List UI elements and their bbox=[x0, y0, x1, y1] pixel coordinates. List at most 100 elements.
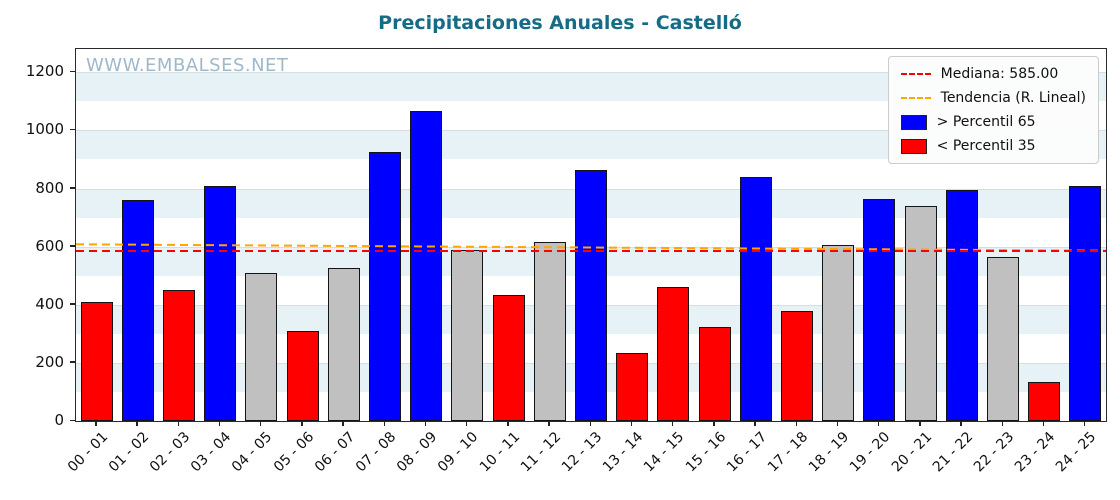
x-tick-label: 05 - 06 bbox=[270, 429, 317, 476]
bar-12-13 bbox=[574, 169, 608, 421]
reference-lines bbox=[76, 243, 1106, 252]
x-tick-mark bbox=[836, 421, 839, 426]
bar-06-07 bbox=[327, 268, 360, 421]
legend: Mediana: 585.00 Tendencia (R. Lineal) > Pe… bbox=[887, 56, 1099, 164]
x-tick-label: 13 - 14 bbox=[600, 429, 647, 476]
x-tick-mark bbox=[465, 421, 468, 426]
legend-line-swatch bbox=[900, 97, 931, 99]
x-tick-mark bbox=[589, 421, 591, 426]
y-tick-mark bbox=[70, 128, 75, 131]
bar-22-23 bbox=[986, 256, 1020, 421]
x-tick-mark bbox=[671, 421, 674, 426]
legend-item-3: < Percentil 35 bbox=[900, 138, 1086, 154]
x-tick-label: 09 - 10 bbox=[435, 429, 482, 476]
y-tick-label: 0 bbox=[54, 411, 64, 429]
x-tick-mark bbox=[754, 421, 756, 426]
x-tick-label: 07 - 08 bbox=[352, 429, 400, 476]
legend-label: > Percentil 65 bbox=[936, 114, 1036, 130]
y-tick-label: 400 bbox=[35, 294, 64, 313]
y-tick-mark bbox=[70, 70, 75, 73]
x-tick-mark bbox=[795, 421, 797, 426]
x-tick-label: 00 - 01 bbox=[64, 429, 111, 476]
y-tick-label: 200 bbox=[35, 352, 64, 371]
y-tick-label: 1200 bbox=[25, 62, 64, 81]
x-tick-mark bbox=[218, 421, 221, 426]
x-tick-label: 18 - 19 bbox=[806, 429, 853, 476]
y-tick-label: 1000 bbox=[25, 120, 64, 139]
legend-item-0: Mediana: 585.00 bbox=[900, 66, 1086, 82]
bar-14-15 bbox=[657, 287, 690, 421]
gridline bbox=[76, 72, 1106, 74]
x-tick-label: 03 - 04 bbox=[188, 429, 235, 476]
x-tick-mark bbox=[95, 421, 97, 426]
y-tick-label: 800 bbox=[35, 178, 64, 197]
x-tick-mark bbox=[960, 421, 962, 426]
x-tick-mark bbox=[548, 421, 550, 426]
x-tick-label: 23 - 24 bbox=[1012, 429, 1059, 476]
bar-15-16 bbox=[698, 326, 731, 421]
x-tick-mark bbox=[1042, 421, 1045, 426]
x-tick-label: 01 - 02 bbox=[105, 429, 153, 476]
x-tick-label: 20 - 21 bbox=[888, 429, 935, 476]
bar-21-22 bbox=[945, 189, 978, 421]
x-tick-label: 24 - 25 bbox=[1053, 429, 1100, 476]
x-tick-label: 19 - 20 bbox=[847, 429, 894, 476]
watermark: WWW.EMBALSES.NET bbox=[86, 55, 289, 76]
bar-09-10 bbox=[451, 249, 484, 421]
legend-label: < Percentil 35 bbox=[936, 138, 1036, 154]
legend-line-swatch bbox=[900, 73, 931, 75]
x-tick-mark bbox=[177, 421, 179, 426]
legend-patch-swatch bbox=[900, 114, 927, 130]
x-tick-mark bbox=[259, 421, 262, 426]
bar-05-06 bbox=[286, 330, 319, 421]
bar-00-01 bbox=[80, 301, 113, 421]
x-tick-label: 14 - 15 bbox=[641, 429, 688, 476]
x-tick-label: 16 - 17 bbox=[723, 429, 771, 476]
bar-01-02 bbox=[121, 200, 154, 421]
y-tick-mark bbox=[70, 361, 75, 363]
bar-13-14 bbox=[616, 352, 649, 421]
bar-17-18 bbox=[780, 310, 814, 421]
x-tick-mark bbox=[507, 421, 509, 426]
bar-07-08 bbox=[368, 152, 402, 421]
x-tick-mark bbox=[713, 421, 715, 426]
x-tick-label: 21 - 22 bbox=[929, 429, 977, 476]
x-tick-mark bbox=[301, 421, 303, 426]
chart-title: Precipitaciones Anuales - Castelló bbox=[378, 12, 742, 34]
x-tick-label: 02 - 03 bbox=[146, 429, 194, 476]
bar-04-05 bbox=[245, 272, 278, 421]
trend-line bbox=[76, 243, 1106, 252]
y-tick-mark bbox=[70, 419, 75, 421]
x-tick-label: 17 - 18 bbox=[764, 429, 812, 476]
x-tick-label: 04 - 05 bbox=[229, 429, 276, 476]
bar-10-11 bbox=[492, 294, 525, 421]
bar-24-25 bbox=[1069, 185, 1102, 421]
bar-03-04 bbox=[204, 185, 237, 421]
legend-patch-swatch bbox=[900, 138, 927, 154]
y-tick-mark bbox=[70, 187, 75, 189]
x-tick-mark bbox=[424, 421, 427, 426]
bar-11-12 bbox=[533, 242, 566, 421]
gridline bbox=[76, 130, 1106, 132]
legend-label: Tendencia (R. Lineal) bbox=[940, 90, 1086, 106]
bar-08-09 bbox=[410, 111, 443, 421]
y-tick-label: 600 bbox=[35, 236, 64, 255]
x-tick-label: 10 - 11 bbox=[476, 429, 523, 476]
x-tick-mark bbox=[919, 421, 921, 426]
plot-area: WWW.EMBALSES.NET Mediana: 585.00 Tendenci… bbox=[75, 48, 1107, 422]
x-tick-mark bbox=[383, 421, 385, 426]
bar-20-21 bbox=[904, 205, 937, 421]
x-tick-mark bbox=[630, 421, 633, 426]
y-tick-mark bbox=[70, 303, 75, 305]
x-tick-label: 06 - 07 bbox=[311, 429, 359, 476]
y-tick-mark bbox=[70, 245, 75, 247]
x-tick-label: 08 - 09 bbox=[394, 429, 441, 476]
x-tick-mark bbox=[1001, 421, 1003, 426]
legend-item-2: > Percentil 65 bbox=[900, 114, 1086, 130]
x-tick-mark bbox=[1083, 421, 1086, 426]
x-tick-mark bbox=[877, 421, 880, 426]
x-tick-label: 22 - 23 bbox=[970, 429, 1018, 476]
bar-02-03 bbox=[162, 290, 196, 421]
legend-label: Mediana: 585.00 bbox=[940, 66, 1059, 82]
